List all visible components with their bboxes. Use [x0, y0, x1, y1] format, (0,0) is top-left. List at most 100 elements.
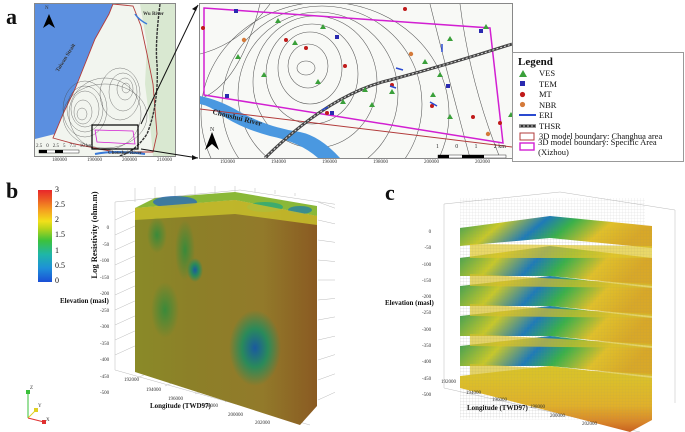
x-tick: 194000: [466, 391, 481, 396]
legend-label: MT: [539, 89, 552, 100]
legend-label: ERI: [539, 110, 553, 121]
x-tick: 210000: [157, 158, 172, 163]
detail-x-ticks: 192000 194000 196000 198000 200000 20200…: [220, 160, 490, 165]
y-tick: -300: [422, 327, 432, 333]
y-tick: -250: [100, 308, 110, 314]
x-tick: 180000: [52, 158, 67, 163]
circle-icon: [519, 91, 539, 98]
legend-label: 3D model boundary: Specific Area (Xizhou…: [538, 136, 657, 157]
box-icon: [519, 142, 538, 151]
square-icon: [519, 80, 539, 87]
panel-c-xlabel: Longitude (TWD97): [467, 404, 528, 412]
panel-c-3d-model: [443, 191, 676, 432]
x-tick: 200000: [122, 158, 137, 163]
y-tick: -400: [422, 360, 432, 366]
x-tick: 198000: [373, 160, 388, 165]
legend-label: THSR: [539, 120, 561, 131]
x-tick: 192000: [441, 380, 456, 385]
panel-c-ylabel: Elevation (masl): [385, 299, 434, 307]
triad-z-label: Z: [30, 386, 34, 391]
y-tick: -400: [100, 358, 110, 363]
y-tick: -450: [100, 374, 110, 380]
x-tick: 200000: [228, 413, 243, 418]
y-tick: -150: [422, 278, 432, 284]
x-tick: 194000: [146, 388, 161, 393]
y-tick: -350: [100, 341, 110, 347]
panel-b-yticks: 0 -50 -100 -150 -200 -250 -300 -350 -400…: [100, 226, 109, 396]
detail-map: [199, 3, 513, 159]
scale-tick: 7.5: [69, 144, 76, 149]
overview-scale-ticks: 2.5 0 2.5 5 7.5 10 km: [36, 144, 92, 149]
y-tick: 0: [106, 226, 110, 231]
box-icon: [519, 132, 539, 141]
y-tick: -350: [422, 344, 432, 350]
y-tick: -100: [422, 262, 432, 268]
circle-icon: [519, 101, 539, 108]
y-tick: -50: [102, 242, 110, 248]
legend-item-mt: MT: [519, 89, 683, 100]
y-tick: -450: [422, 376, 432, 382]
scale-tick: 1: [436, 144, 439, 150]
colorbar-tick: 0.5: [55, 260, 65, 270]
x-tick: 200000: [550, 414, 565, 419]
detail-north-label: N: [210, 127, 215, 133]
overview-north-label: N: [45, 6, 49, 11]
legend-item-nbr: NBR: [519, 100, 683, 111]
axes-triad-icon: [26, 390, 46, 424]
x-tick: 192000: [220, 160, 235, 165]
colorbar-tick: 2.5: [55, 200, 65, 210]
detail-scale-ticks: 1 0 1 2 km: [436, 144, 506, 150]
triad-y-label: Y: [38, 404, 42, 409]
legend-label: NBR: [539, 99, 557, 110]
y-tick: -50: [424, 246, 432, 252]
y-tick: -100: [100, 259, 110, 264]
x-tick: 198000: [530, 405, 545, 410]
panel-a-letter: a: [6, 4, 17, 29]
overview-river-north-label: Wu River: [143, 12, 164, 17]
x-tick: 200000: [424, 160, 439, 165]
x-tick: 196000: [322, 160, 337, 165]
scale-tick: 2 km: [493, 144, 506, 150]
scale-tick: 0: [455, 144, 459, 150]
legend-item-thsr: THSR: [519, 121, 683, 132]
x-tick: 192000: [124, 378, 139, 383]
legend-title: Legend: [518, 56, 553, 68]
scale-tick: 1: [474, 144, 478, 150]
y-tick: 0: [428, 230, 432, 235]
scale-tick: 5: [63, 144, 66, 149]
colorbar-tick: 1: [55, 245, 59, 255]
y-tick: -200: [422, 295, 432, 301]
scale-tick: 10 km: [79, 144, 93, 149]
legend-item-tem: TEM: [519, 79, 683, 90]
colorbar-ticks: 3 2.5 2 1.5 1 0.5 0: [55, 185, 65, 285]
x-tick: 202000: [255, 421, 270, 426]
overview-river-south-label: Choushui River: [108, 151, 142, 156]
y-tick: -200: [100, 292, 110, 297]
legend-label: VES: [539, 68, 556, 79]
x-tick: 196000: [492, 398, 507, 403]
legend-item-changhua-boundary: 3D model boundary: Changhua area: [519, 131, 683, 142]
colorbar-tick: 0: [55, 275, 59, 285]
panel-c-letter: c: [385, 180, 395, 205]
panel-b-xlabel: Longitude (TWD97): [150, 402, 211, 410]
resistivity-colorbar: [38, 190, 52, 282]
x-tick: 198000: [203, 404, 218, 409]
triangle-icon: [519, 69, 539, 77]
legend-label: TEM: [539, 78, 557, 89]
legend-label: 3D model boundary: Changhua area: [539, 131, 663, 142]
line-icon: [519, 112, 539, 118]
x-tick: 194000: [271, 160, 286, 165]
legend-item-eri: ERI: [519, 110, 683, 121]
scale-tick: 0: [46, 144, 49, 149]
x-tick: 202000: [582, 422, 597, 427]
scale-tick: 2.5: [52, 144, 59, 149]
panel-b-letter: b: [6, 178, 19, 203]
overview-map: [34, 3, 176, 157]
scale-tick: 2.5: [36, 144, 43, 149]
y-tick: -500: [100, 391, 110, 396]
zoom-connector-lines: [140, 4, 199, 160]
rail-icon: [519, 123, 539, 129]
colorbar-tick: 2: [55, 215, 59, 225]
legend-item-ves: VES: [519, 68, 683, 79]
y-tick: -500: [422, 392, 432, 398]
